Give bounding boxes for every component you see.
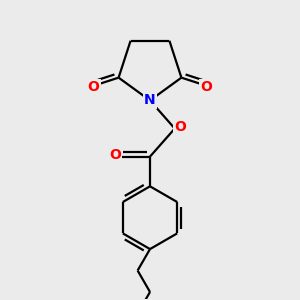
Text: O: O — [174, 120, 186, 134]
Text: O: O — [110, 148, 121, 162]
Text: O: O — [200, 80, 212, 94]
Text: N: N — [144, 94, 156, 107]
Text: O: O — [88, 80, 100, 94]
